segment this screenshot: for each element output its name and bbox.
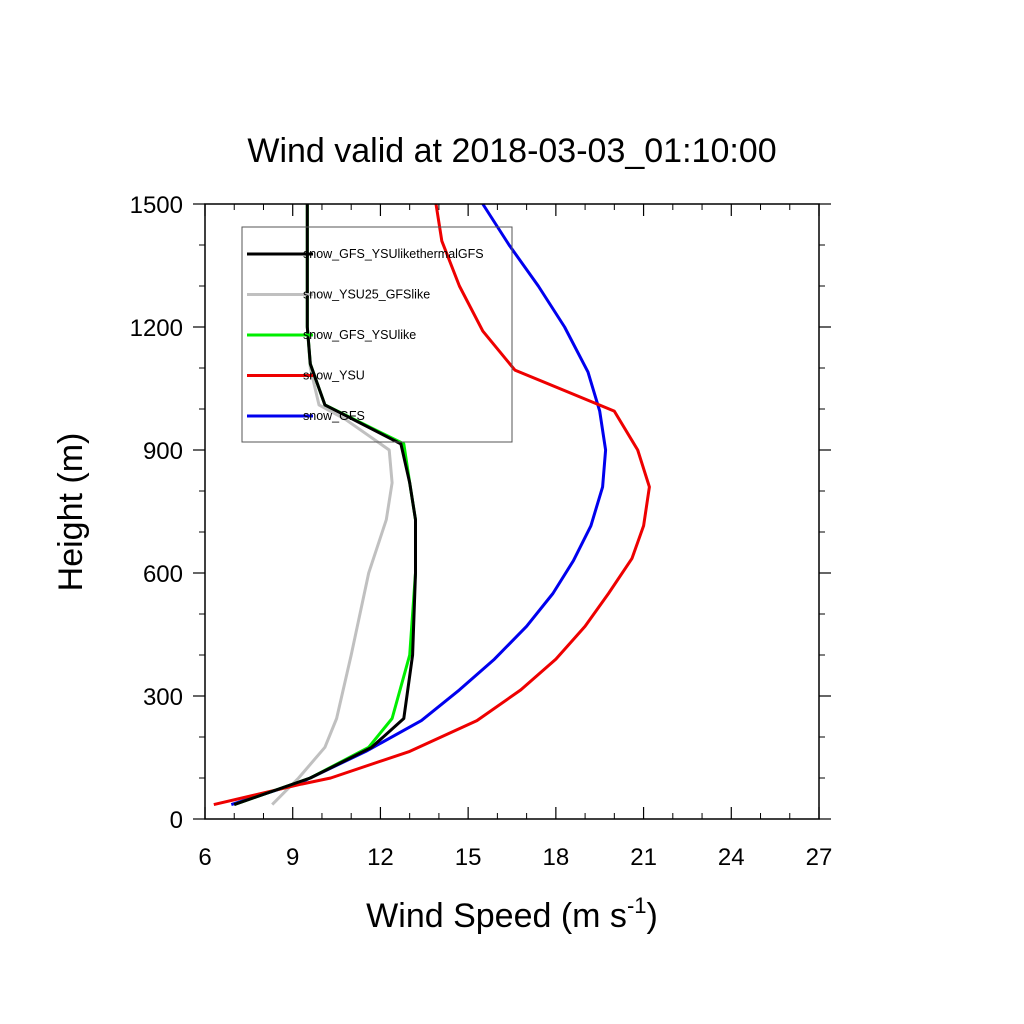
x-tick-label: 9 <box>286 844 299 871</box>
legend-label-snow-gfs-ysulikethermalgfs: snow_GFS_YSUlikethermalGFS <box>303 247 484 261</box>
y-tick-label: 1500 <box>130 192 183 219</box>
legend-box <box>241 226 513 443</box>
x-tick-label: 6 <box>198 844 211 871</box>
legend-label-snow-gfs-ysulike: snow_GFS_YSUlike <box>303 328 416 342</box>
legend: snow_GFS_YSUlikethermalGFS snow_YSU25_GFS… <box>241 226 513 443</box>
y-tick-label: 0 <box>170 807 183 834</box>
x-tick-label: 12 <box>367 844 394 871</box>
x-axis-label-superscript: -1 <box>627 893 647 918</box>
x-tick-label: 27 <box>806 844 833 871</box>
y-tick-label: 900 <box>143 438 183 465</box>
y-tick-label: 600 <box>143 561 183 588</box>
x-tick-label: 21 <box>630 844 657 871</box>
x-tick-label: 15 <box>455 844 482 871</box>
y-tick-label: 300 <box>143 684 183 711</box>
legend-label-snow-ysu25-gfslike: snow_YSU25_GFSlike <box>303 288 430 302</box>
plot-frame <box>204 203 820 820</box>
x-axis-label-main: Wind Speed (m s <box>366 897 627 935</box>
axis-ticks: 6 9 12 15 18 21 24 27 0 300 600 900 1200 1500 <box>130 192 833 871</box>
series-line-snow-gfs-ysulikethermalgfs <box>233 204 417 807</box>
series-line-snow-gfs <box>230 203 608 807</box>
legend-label-snow-ysu: snow_YSU <box>303 369 365 383</box>
y-tick-label: 1200 <box>130 315 183 342</box>
x-axis-label: Wind Speed (m s-1) <box>366 893 658 935</box>
legend-label-snow-gfs: snow_GFS <box>303 409 365 423</box>
x-axis-label-end: ) <box>647 897 658 935</box>
series-line-snow-ysu <box>213 203 651 807</box>
x-tick-label: 18 <box>543 844 570 871</box>
chart-title: Wind valid at 2018-03-03_01:10:00 <box>247 132 776 170</box>
x-tick-label: 24 <box>718 844 745 871</box>
y-axis-label: Height (m) <box>52 433 90 592</box>
series-lines <box>213 203 651 807</box>
